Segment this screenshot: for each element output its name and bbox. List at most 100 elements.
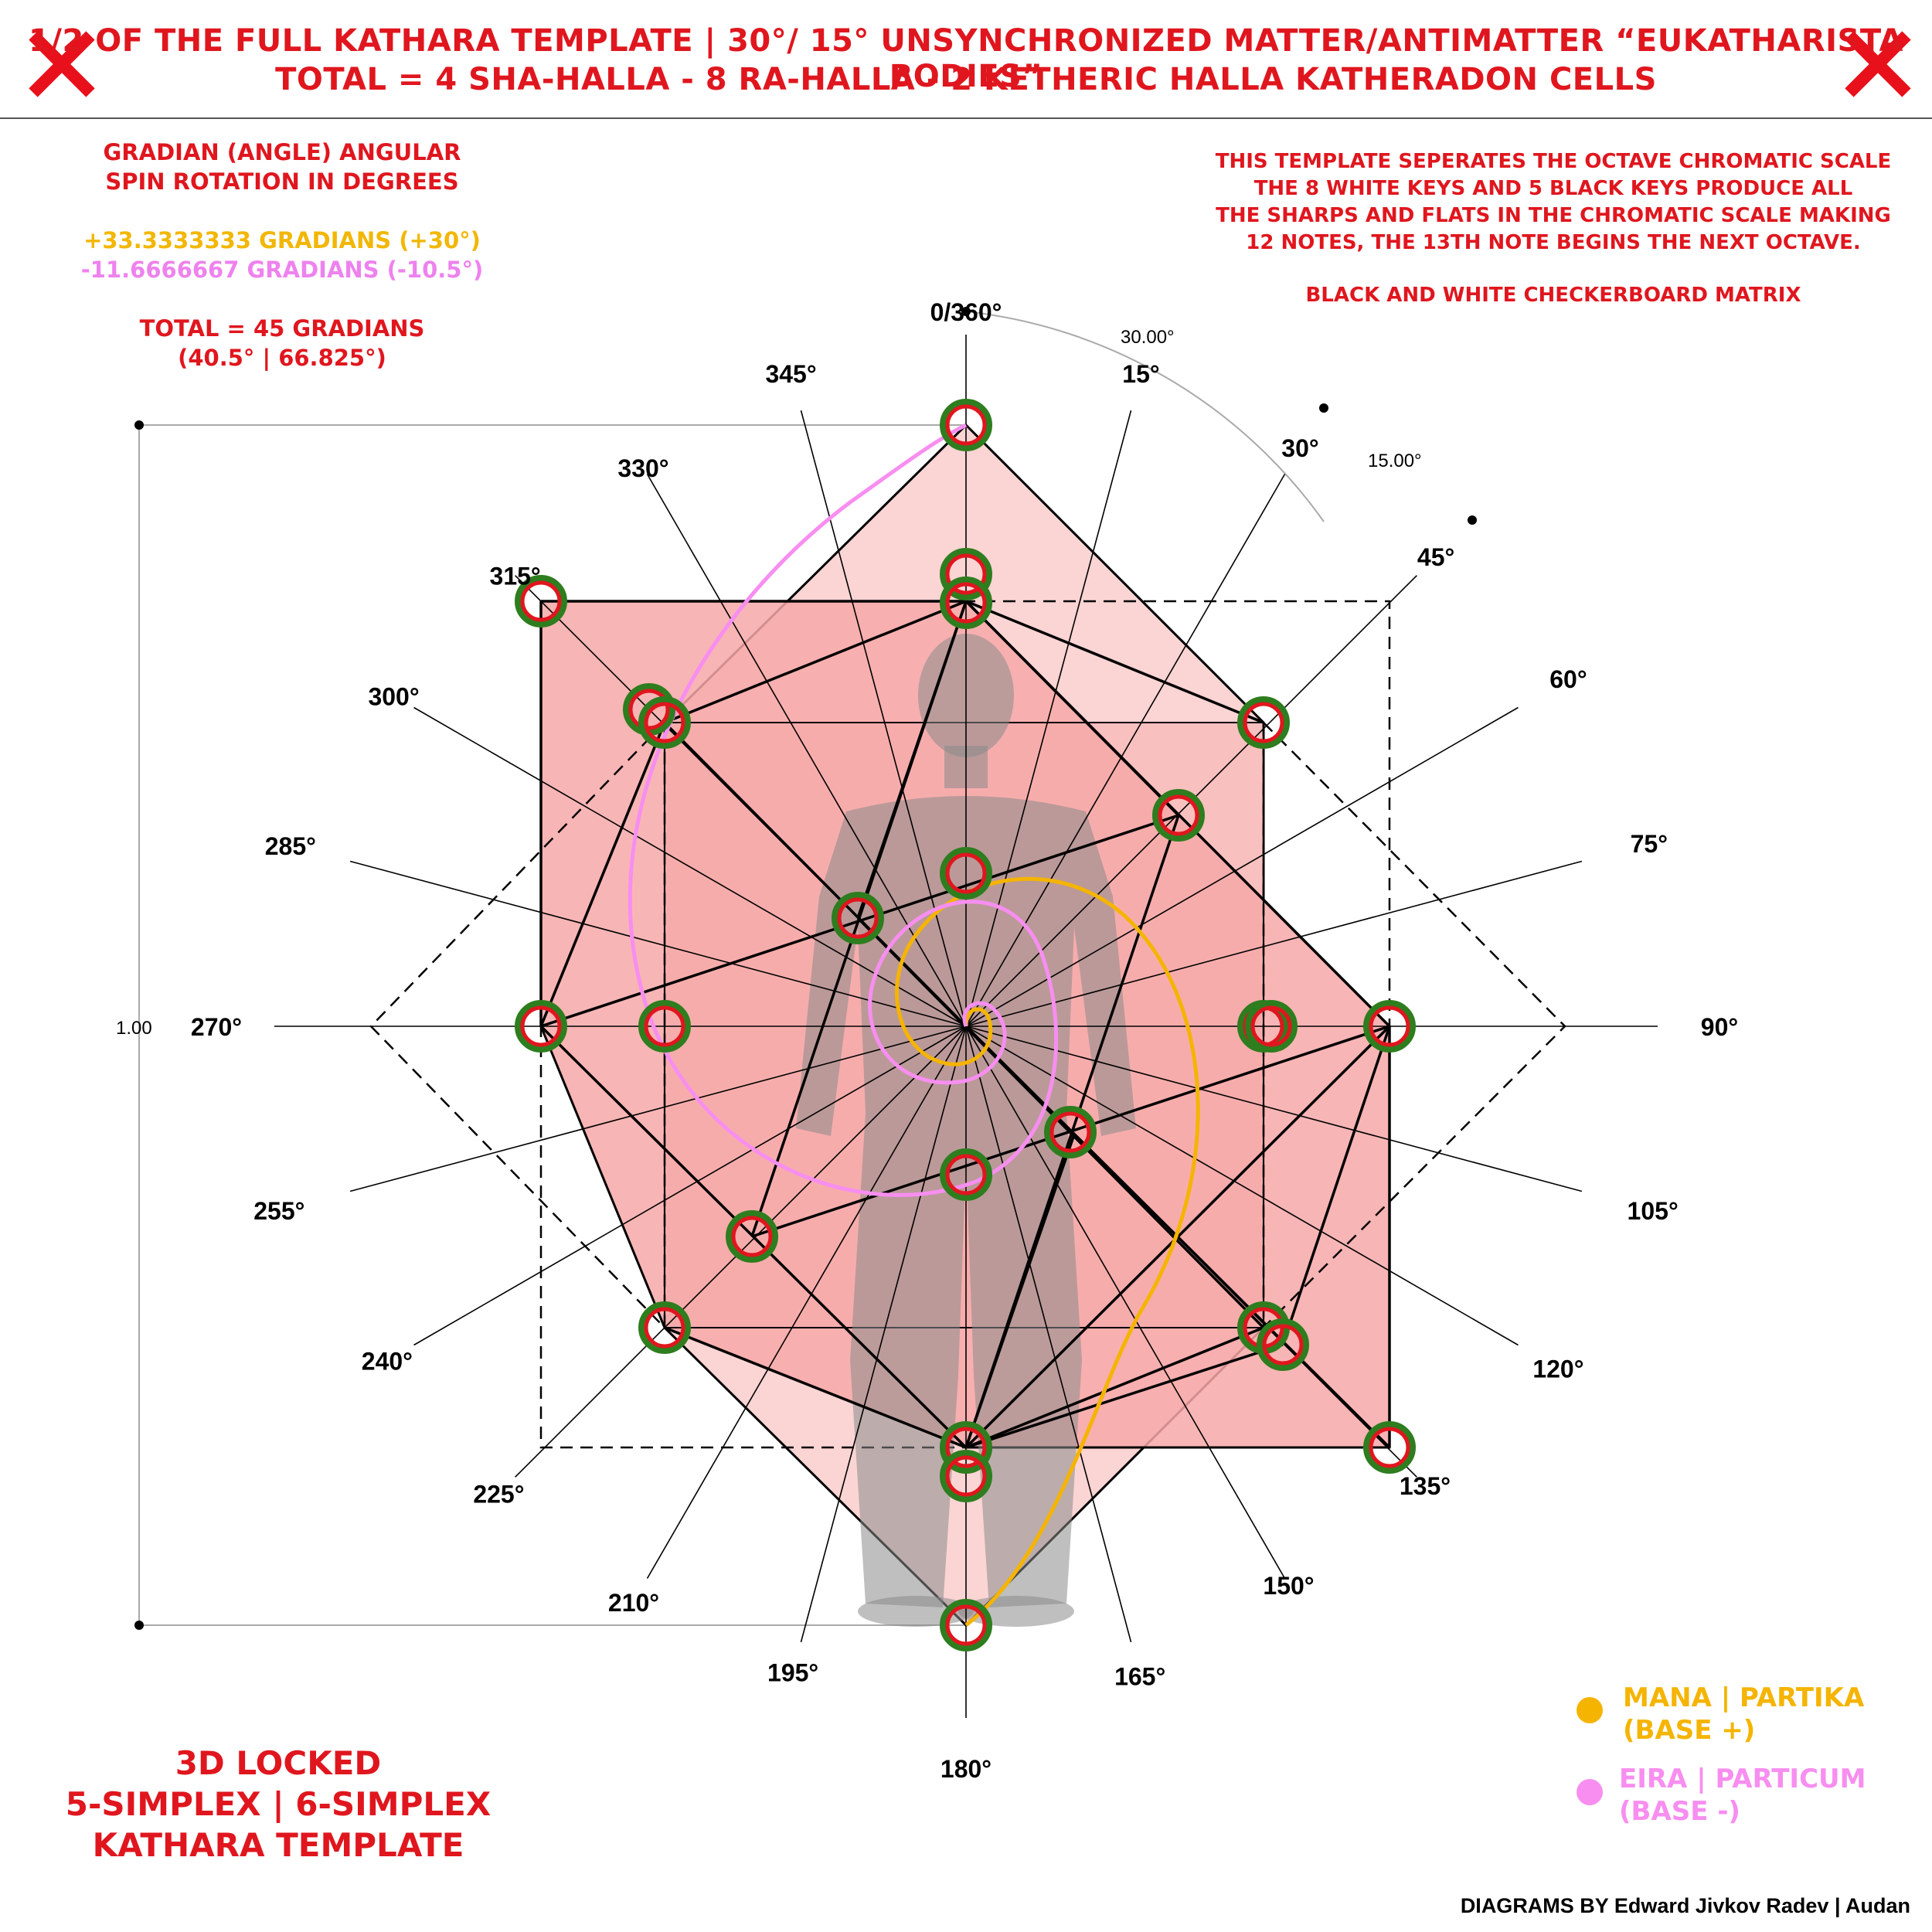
spoke-195	[800, 1026, 967, 1643]
node-15	[1044, 1106, 1097, 1158]
mana-spiral	[894, 876, 1200, 1627]
eira-spiral	[628, 423, 1059, 1197]
template-label-line3: KATHARA TEMPLATE	[92, 1826, 464, 1864]
mana-legend-line2: (BASE +)	[1623, 1715, 1756, 1746]
node-18	[638, 1301, 691, 1354]
angle-label-180: 180°	[940, 1755, 992, 1783]
angle-label-330: 330°	[617, 454, 668, 482]
arc-label-15: 15.00°	[1368, 451, 1422, 471]
gradian-negative: -11.6666667 GRADIANS (-10.5°)	[80, 257, 484, 283]
close-icon-right	[1845, 31, 1911, 97]
angle-label-135: 135°	[1400, 1472, 1451, 1500]
scale-dot-bottom	[134, 1621, 144, 1630]
spoke-330	[646, 474, 967, 1027]
header-line-2: TOTAL = 4 SHA-HALLA - 8 RA-HALLA - 2 KET…	[275, 62, 1657, 97]
node-9	[832, 892, 884, 944]
spoke-210	[646, 1026, 967, 1579]
template-label-line1: 3D LOCKED	[175, 1744, 382, 1782]
gradian-note-line1: GRADIAN (ANGLE) ANGULAR	[103, 139, 461, 165]
template-label-line2: 5-SIMPLEX | 6-SIMPLEX	[65, 1785, 492, 1823]
node-14	[1363, 1000, 1416, 1053]
arc-label-30: 30.00°	[1121, 327, 1175, 348]
angle-label-345: 345°	[765, 360, 816, 388]
angle-label-75: 75°	[1631, 830, 1668, 858]
gradian-total: TOTAL = 45 GRADIANS	[139, 315, 425, 342]
gradian-positive: +33.3333333 GRADIANS (+30°)	[83, 227, 481, 253]
node-23	[1363, 1421, 1416, 1474]
structure-lines	[539, 600, 1391, 1449]
angle-label-150: 150°	[1263, 1572, 1314, 1600]
node-11	[638, 1000, 691, 1053]
gradian-note: GRADIAN (ANGLE) ANGULAR SPIN ROTATION IN…	[62, 138, 502, 372]
spoke-75	[965, 860, 1583, 1027]
spoke-255	[349, 1026, 967, 1192]
node-16	[940, 1148, 992, 1201]
angle-label-15: 15°	[1122, 360, 1159, 388]
angle-label-285: 285°	[265, 832, 316, 860]
angle-label-105: 105°	[1628, 1197, 1679, 1225]
node-21	[940, 1421, 992, 1474]
spoke-345	[800, 410, 967, 1027]
mana-legend-line1: MANA | PARTIKA	[1623, 1682, 1865, 1713]
eira-legend-line2: (BASE -)	[1619, 1796, 1740, 1827]
spoke-285	[349, 860, 967, 1027]
node-5	[638, 696, 691, 749]
spoke-30	[965, 474, 1286, 1027]
dot-30	[1319, 403, 1328, 413]
node-1	[940, 548, 992, 600]
angle-label-315: 315°	[490, 563, 541, 590]
node-0	[940, 399, 992, 451]
angle-label-210: 210°	[608, 1589, 659, 1617]
gradian-note-line2: SPIN ROTATION IN DEGREES	[105, 168, 459, 195]
scale-dot-top	[134, 420, 144, 430]
node-2	[940, 577, 992, 629]
angle-label-90: 90°	[1701, 1013, 1738, 1041]
spoke-15	[965, 410, 1132, 1027]
eira-legend-dot	[1577, 1779, 1603, 1805]
spoke-120	[965, 1026, 1519, 1346]
gradian-total-degrees: (40.5° | 66.825°)	[178, 345, 386, 371]
node-8	[940, 847, 992, 900]
chromatic-note-line3: THE SHARPS AND FLATS IN THE CHROMATIC SC…	[1216, 204, 1891, 227]
node-20	[1257, 1318, 1309, 1371]
chromatic-note-line5: BLACK AND WHITE CHECKERBOARD MATRIX	[1305, 284, 1801, 307]
chromatic-note-line2: THE 8 WHITE KEYS AND 5 BLACK KEYS PRODUC…	[1253, 177, 1853, 200]
angle-label-300: 300°	[368, 683, 419, 711]
angle-label-120: 120°	[1532, 1355, 1583, 1383]
spoke-165	[965, 1026, 1132, 1643]
chromatic-note: THIS TEMPLATE SEPERATES THE OCTAVE CHROM…	[1206, 148, 1901, 309]
node-22	[940, 1450, 992, 1502]
spoke-60	[965, 706, 1519, 1027]
angle-arc	[965, 311, 1325, 522]
mana-legend-dot	[1577, 1697, 1603, 1723]
angle-label-270: 270°	[191, 1013, 242, 1041]
scale-label: 1.00	[116, 1018, 152, 1039]
credit-text: DIAGRAMS BY Edward Jivkov Radev | Audan	[1461, 1894, 1910, 1917]
header-line-1: 1/2 OF THE FULL KATHARA TEMPLATE | 30°/ …	[29, 23, 1903, 94]
angle-label-45: 45°	[1417, 543, 1454, 571]
node-3	[515, 575, 567, 628]
chromatic-note-line1: THIS TEMPLATE SEPERATES THE OCTAVE CHROM…	[1215, 150, 1892, 173]
radial-spokes	[274, 335, 1658, 1718]
scale-frame	[138, 424, 966, 1626]
node-6	[1237, 696, 1290, 749]
template-label: 3D LOCKED 5-SIMPLEX | 6-SIMPLEX KATHARA …	[54, 1743, 502, 1866]
angle-label-255: 255°	[253, 1197, 304, 1225]
angle-label-195: 195°	[767, 1659, 818, 1687]
spoke-150	[965, 1026, 1286, 1579]
node-17	[726, 1210, 778, 1263]
close-icon-left	[29, 31, 95, 97]
node-10	[515, 1000, 567, 1053]
angle-label-30: 30°	[1281, 434, 1318, 462]
node-7	[1152, 789, 1205, 842]
angle-label-165: 165°	[1114, 1662, 1165, 1690]
dot-45	[1468, 515, 1477, 525]
spoke-105	[965, 1026, 1583, 1192]
chromatic-note-line4: 12 NOTES, THE 13TH NOTE BEGINS THE NEXT …	[1246, 231, 1861, 254]
angle-labels: 0/360°15°30°45°60°75°90°105°120°135°150°…	[191, 298, 1738, 1783]
node-24	[940, 1599, 992, 1651]
angle-label-240: 240°	[362, 1348, 413, 1376]
angle-label-225: 225°	[473, 1481, 524, 1509]
angle-label-60: 60°	[1549, 665, 1587, 693]
